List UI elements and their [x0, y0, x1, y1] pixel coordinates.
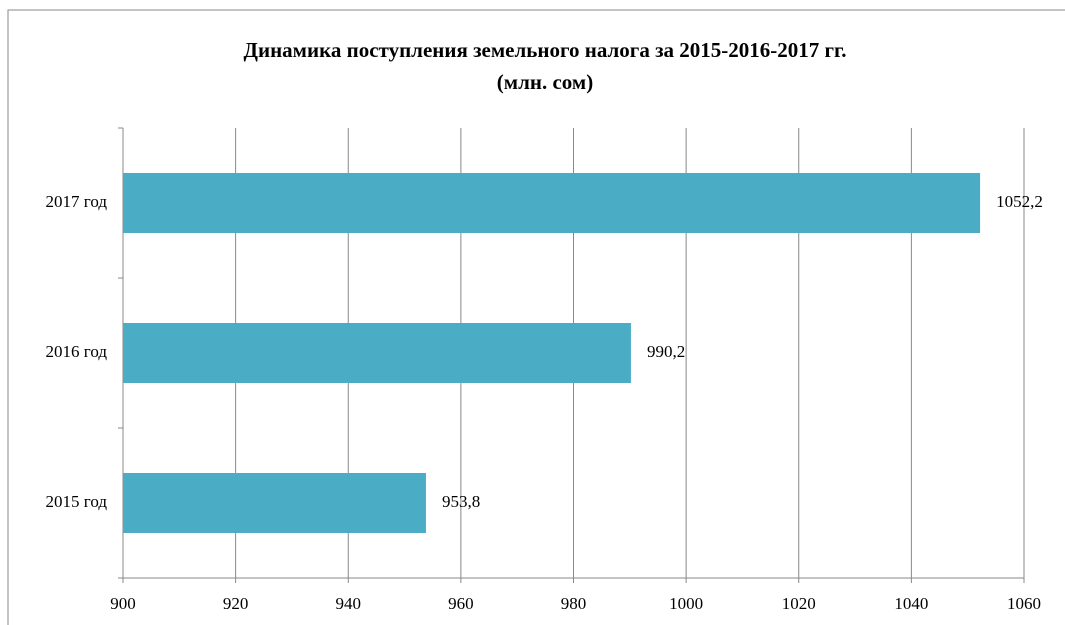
data-label: 1052,2 — [996, 192, 1043, 211]
data-label: 990,2 — [647, 342, 685, 361]
bar — [123, 173, 981, 233]
x-tick-label: 1000 — [669, 594, 703, 613]
data-label: 953,8 — [442, 492, 480, 511]
y-tick-label: 2016 год — [46, 342, 108, 361]
x-tick-label: 980 — [561, 594, 587, 613]
chart-subtitle: (млн. сом) — [497, 70, 593, 94]
chart-title: Динамика поступления земельного налога з… — [244, 38, 847, 62]
x-tick-label: 920 — [223, 594, 249, 613]
bar — [123, 323, 631, 383]
y-tick-label: 2015 год — [46, 492, 108, 511]
x-tick-label: 1020 — [782, 594, 816, 613]
x-tick-label: 900 — [110, 594, 136, 613]
bar — [123, 473, 426, 533]
x-tick-label: 960 — [448, 594, 474, 613]
x-tick-label: 940 — [336, 594, 362, 613]
y-tick-label: 2017 год — [46, 192, 108, 211]
x-tick-label: 1060 — [1007, 594, 1041, 613]
x-tick-label: 1040 — [894, 594, 928, 613]
